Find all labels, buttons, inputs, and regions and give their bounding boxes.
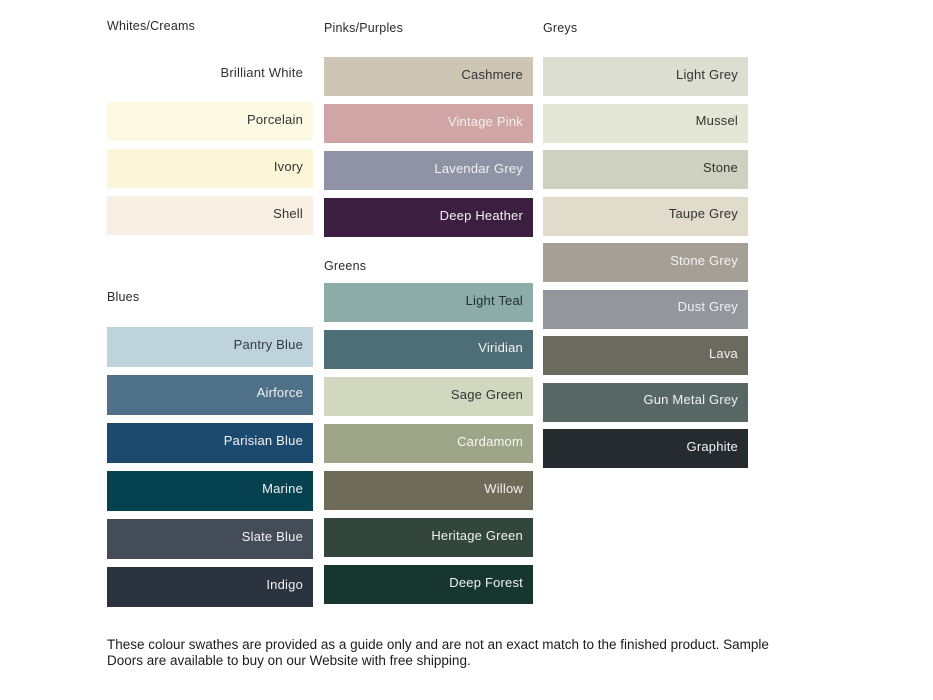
- swatch-porcelain: Porcelain: [107, 102, 313, 141]
- swatch-mussel: Mussel: [543, 103, 748, 143]
- swatch-stone-grey: Stone Grey: [543, 243, 748, 282]
- swatch-label: Indigo: [266, 577, 303, 592]
- swatch-cardamom: Cardamom: [324, 424, 533, 463]
- swatch-label: Light Teal: [465, 292, 523, 308]
- disclaimer-text: These colour swathes are provided as a g…: [107, 637, 807, 669]
- swatch-brilliant-white: Brilliant White: [107, 55, 313, 94]
- swatch-label: Sage Green: [450, 386, 523, 402]
- swatch-cashmere: Cashmere: [324, 57, 533, 96]
- swatch-label: Porcelain: [247, 111, 303, 127]
- swatch-airforce: Airforce: [107, 375, 313, 415]
- swatch-label: Airforce: [256, 385, 303, 400]
- swatch-pantry-blue: Pantry Blue: [107, 327, 313, 367]
- section-title-blues: Blues: [107, 290, 140, 304]
- swatch-label: Slate Blue: [241, 529, 303, 544]
- swatch-slate-blue: Slate Blue: [107, 519, 313, 559]
- swatch-label: Deep Heather: [439, 207, 523, 223]
- swatch-label: Vintage Pink: [447, 113, 523, 129]
- swatch-dust-grey: Dust Grey: [543, 289, 748, 329]
- swatch-label: Parisian Blue: [223, 433, 303, 448]
- swatch-sage-green: Sage Green: [324, 377, 533, 416]
- column-whites-blues: Whites/Creams Brilliant White Porcelain Ivo…: [107, 0, 313, 607]
- swatch-label: Stone: [703, 159, 738, 175]
- section-title-greys: Greys: [543, 21, 578, 35]
- column-greys: Greys Light Grey Mussel Stone Taupe Grey Ston…: [543, 0, 748, 468]
- swatch-label: Taupe Grey: [668, 206, 738, 221]
- swatch-label: Marine: [262, 481, 303, 496]
- section-title-whites-creams: Whites/Creams: [107, 19, 196, 33]
- swatch-vintage-pink: Vintage Pink: [324, 104, 533, 143]
- swatch-parisian-blue: Parisian Blue: [107, 423, 313, 463]
- swatch-stone: Stone: [543, 150, 748, 189]
- swatch-light-grey: Light Grey: [543, 57, 748, 96]
- swatch-label: Dust Grey: [677, 299, 738, 314]
- swatch-marine: Marine: [107, 471, 313, 511]
- swatch-lava: Lava: [543, 336, 748, 375]
- section-title-greens: Greens: [324, 259, 367, 273]
- swatch-ivory: Ivory: [107, 149, 313, 188]
- swatch-shell: Shell: [107, 196, 313, 235]
- swatch-label: Viridian: [478, 339, 523, 355]
- swatch-label: Gun Metal Grey: [643, 392, 738, 407]
- section-title-pinks-purples: Pinks/Purples: [324, 21, 404, 35]
- swatch-label: Lava: [709, 345, 738, 361]
- swatch-light-teal: Light Teal: [324, 283, 533, 322]
- swatch-viridian: Viridian: [324, 330, 533, 369]
- disclaimer-line-1: These colour swathes are provided as a g…: [107, 637, 769, 652]
- swatch-label: Mussel: [695, 113, 738, 128]
- swatch-willow: Willow: [324, 471, 533, 510]
- swatch-graphite: Graphite: [543, 429, 748, 468]
- column-pinks-greens: Pinks/Purples Cashmere Vintage Pink Lavenda…: [324, 0, 533, 604]
- swatch-indigo: Indigo: [107, 567, 313, 607]
- swatch-label: Ivory: [273, 158, 303, 174]
- swatch-label: Deep Forest: [449, 574, 523, 590]
- swatch-deep-forest: Deep Forest: [324, 565, 533, 604]
- swatch-taupe-grey: Taupe Grey: [543, 196, 748, 236]
- swatch-label: Cardamom: [457, 433, 523, 449]
- swatch-lavendar-grey: Lavendar Grey: [324, 151, 533, 190]
- swatch-label: Light Grey: [676, 66, 738, 82]
- swatch-gun-metal-grey: Gun Metal Grey: [543, 382, 748, 422]
- swatch-label: Heritage Green: [431, 527, 523, 543]
- swatch-label: Willow: [484, 480, 523, 496]
- swatch-heritage-green: Heritage Green: [324, 518, 533, 557]
- disclaimer-line-2: Doors are available to buy on our Websit…: [107, 653, 471, 668]
- swatch-label: Stone Grey: [670, 252, 738, 268]
- swatch-label: Graphite: [686, 438, 738, 454]
- swatch-label: Shell: [273, 205, 303, 221]
- swatch-label: Brilliant White: [220, 64, 303, 80]
- swatch-label: Cashmere: [461, 66, 523, 82]
- swatch-deep-heather: Deep Heather: [324, 198, 533, 237]
- swatch-label: Pantry Blue: [233, 337, 303, 352]
- swatch-label: Lavendar Grey: [434, 160, 523, 176]
